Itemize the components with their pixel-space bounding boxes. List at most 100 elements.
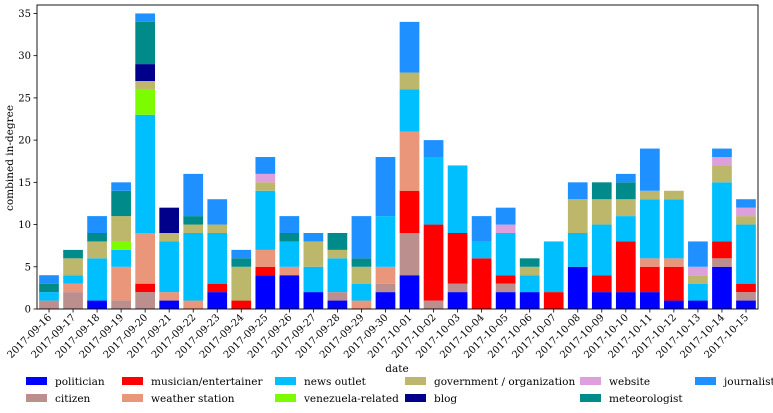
y-axis-label: combined in-degree [4,105,16,211]
bar-segment-journalist-2017-09-20 [135,13,156,22]
bar-segment-politician-2017-10-10 [615,292,636,309]
legend-swatch-journalist [695,377,716,385]
bar-segment-journalist-2017-09-24 [231,249,252,259]
legend-label-politician: politician [55,376,105,388]
bar-segment-blog-2017-09-21 [159,207,180,233]
bar-segment-politician-2017-10-13 [688,300,708,309]
bar-segment-government-organization-2017-10-15 [736,216,756,225]
bar-segment-meteorologist-2017-09-28 [327,233,348,250]
bar-segment-musician-entertainer-2017-10-12 [664,266,684,301]
bar-segment-news-outlet-2017-10-10 [615,216,636,242]
bar-segment-government-organization-2017-09-19 [111,216,131,242]
bar-segment-journalist-2017-09-16 [39,275,59,284]
bar-segment-news-outlet-2017-09-21 [159,241,180,293]
bar-segment-musician-entertainer-2017-10-07 [543,292,564,309]
bar-segment-musician-entertainer-2017-09-23 [207,283,228,293]
bar-segment-news-outlet-2017-09-19 [111,249,131,267]
legend-label-weather-station: weather station [151,393,235,405]
bar-segment-musician-entertainer-2017-10-03 [447,233,468,284]
bar-segment-journalist-2017-09-26 [279,216,300,233]
bar-segment-politician-2017-09-18 [87,300,107,309]
bar-segment-journalist-2017-09-19 [111,182,131,191]
bar-segment-meteorologist-2017-09-26 [279,233,300,242]
bar-segment-government-organization-2017-09-27 [303,241,324,267]
legend-label-meteorologist: meteorologist [609,393,683,405]
bar-segment-news-outlet-2017-10-09 [591,224,612,276]
bar-segment-government-organization-2017-10-11 [640,190,660,200]
bar-segment-politician-2017-09-26 [279,275,300,309]
bar-segment-musician-entertainer-2017-09-25 [255,266,276,276]
bar-segment-politician-2017-09-30 [375,292,396,309]
bar-segment-website-2017-09-25 [255,173,276,183]
bar-segment-journalist-2017-09-23 [207,199,228,225]
legend-swatch-government-organization [405,377,426,385]
bar-segment-citizen-2017-10-01 [399,233,420,276]
bar-segment-news-outlet-2017-09-29 [351,283,372,301]
bar-segment-citizen-2017-10-15 [736,292,756,301]
bar-segment-government-organization-2017-09-25 [255,182,276,191]
legend-label-news-outlet: news outlet [304,376,367,388]
bar-segment-government-organization-2017-10-01 [399,72,420,90]
legend-swatch-citizen [26,394,47,402]
bar-segment-musician-entertainer-2017-10-02 [423,224,444,301]
axes-layer: 051015202530352017-09-162017-09-172017-0… [6,4,759,361]
bar-segment-meteorologist-2017-09-16 [39,283,59,293]
bar-segment-politician-2017-09-21 [159,300,180,309]
bar-segment-news-outlet-2017-09-28 [327,258,348,293]
bar-segment-politician-2017-09-25 [255,275,276,309]
legend-label-journalist: journalist [722,376,773,388]
bar-segment-news-outlet-2017-09-17 [63,275,83,284]
y-tick-label-10: 10 [18,220,31,231]
bar-segment-news-outlet-2017-09-22 [183,233,204,301]
bar-segment-citizen-2017-10-05 [495,283,516,293]
bar-segment-news-outlet-2017-09-20 [135,114,156,233]
bar-segment-government-organization-2017-10-12 [664,190,684,200]
bar-segment-meteorologist-2017-09-18 [87,233,107,242]
legend-swatch-politician [26,377,47,385]
bar-segment-news-outlet-2017-09-27 [303,266,324,293]
bar-segment-musician-entertainer-2017-10-05 [495,275,516,284]
bar-segment-government-organization-2017-10-10 [615,199,636,217]
bar-segment-musician-entertainer-2017-10-10 [615,241,636,293]
bar-segment-journalist-2017-10-15 [736,199,756,208]
bar-segment-citizen-2017-09-28 [327,292,348,301]
bar-segment-government-organization-2017-09-29 [351,266,372,284]
bar-segment-politician-2017-10-12 [664,300,684,309]
bar-segment-weather-station-2017-10-11 [640,258,660,267]
bar-segment-news-outlet-2017-09-26 [279,241,300,267]
legend-swatch-venezuela-related [275,394,296,402]
plot-frame [36,4,759,310]
bar-segment-news-outlet-2017-10-01 [399,89,420,132]
bar-segment-musician-entertainer-2017-09-24 [231,300,252,309]
bar-segment-news-outlet-2017-10-02 [423,157,444,225]
bar-segment-government-organization-2017-10-06 [519,266,540,276]
bar-segment-meteorologist-2017-09-29 [351,258,372,267]
bar-segment-news-outlet-2017-10-08 [567,233,588,267]
bar-segment-website-2017-10-05 [495,224,516,233]
bar-segment-government-organization-2017-09-21 [159,233,180,242]
bar-segment-journalist-2017-10-02 [423,140,444,157]
y-tick-label-20: 20 [18,136,31,147]
bar-segment-journalist-2017-09-29 [351,216,372,259]
bar-segment-blog-2017-09-20 [135,64,156,81]
bar-segment-politician-2017-10-01 [399,275,420,309]
bar-segment-citizen-2017-09-19 [111,300,131,309]
bar-segment-politician-2017-09-23 [207,292,228,309]
bar-segment-news-outlet-2017-10-14 [712,182,732,242]
bar-segment-journalist-2017-10-04 [471,216,492,242]
bar-segment-news-outlet-2017-10-04 [471,241,492,259]
bar-segment-government-organization-2017-09-20 [135,81,156,90]
bar-segment-news-outlet-2017-10-07 [543,241,564,293]
bar-segment-meteorologist-2017-09-22 [183,216,204,225]
bar-segment-government-organization-2017-10-09 [591,199,612,225]
legend: politician citizen musician/entertainer wea… [26,376,773,405]
bar-segment-musician-entertainer-2017-10-01 [399,190,420,233]
bar-segment-government-organization-2017-10-13 [688,275,708,284]
bar-segment-news-outlet-2017-09-25 [255,190,276,250]
bar-segment-news-outlet-2017-10-15 [736,224,756,284]
bar-segment-musician-entertainer-2017-10-04 [471,258,492,309]
bar-segment-politician-2017-10-09 [591,292,612,309]
bar-segment-news-outlet-2017-10-05 [495,233,516,276]
bar-segment-website-2017-10-14 [712,157,732,166]
